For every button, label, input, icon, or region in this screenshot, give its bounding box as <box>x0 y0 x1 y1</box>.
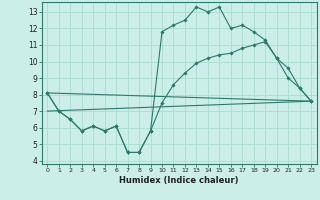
X-axis label: Humidex (Indice chaleur): Humidex (Indice chaleur) <box>119 176 239 185</box>
